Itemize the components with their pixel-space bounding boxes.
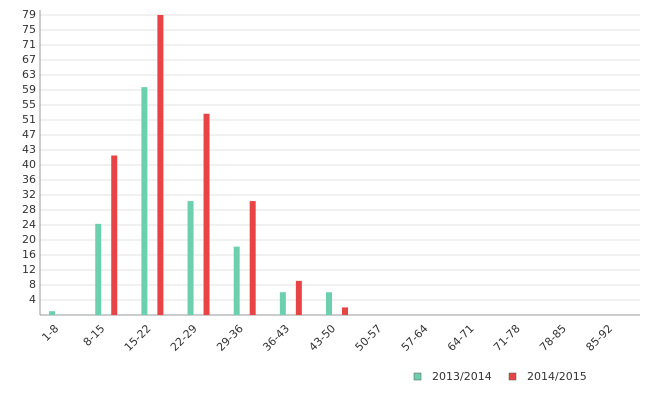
y-tick-label: 55 xyxy=(22,98,36,111)
bar xyxy=(203,113,210,315)
legend-label: 2013/2014 xyxy=(432,370,492,383)
y-tick-label: 67 xyxy=(22,53,36,66)
y-tick-label: 16 xyxy=(22,248,36,261)
bar xyxy=(95,223,102,315)
bar xyxy=(187,201,194,315)
x-tick-label: 71-78 xyxy=(491,322,523,354)
y-tick-label: 59 xyxy=(22,83,36,96)
y-tick-label: 8 xyxy=(29,278,36,291)
legend-swatch xyxy=(413,372,422,381)
y-tick-label: 36 xyxy=(22,173,36,186)
y-tick-label: 28 xyxy=(22,203,36,216)
x-tick-label: 22-29 xyxy=(168,322,200,354)
y-tick-label: 43 xyxy=(22,143,36,156)
x-tick-label: 36-43 xyxy=(260,322,292,354)
bar xyxy=(249,201,256,315)
legend-swatch xyxy=(508,372,517,381)
y-tick-label: 12 xyxy=(22,263,36,276)
y-tick-label: 24 xyxy=(22,218,36,231)
y-tick-label: 79 xyxy=(22,8,36,21)
y-tick-label: 51 xyxy=(22,113,36,126)
x-tick-label: 85-92 xyxy=(583,322,615,354)
y-tick-label: 47 xyxy=(22,128,36,141)
bar xyxy=(157,15,164,315)
y-tick-label: 63 xyxy=(22,68,36,81)
bar xyxy=(141,87,148,315)
bar xyxy=(233,246,240,315)
x-tick-label: 29-36 xyxy=(214,322,246,354)
bar xyxy=(279,292,286,315)
y-tick-label: 32 xyxy=(22,188,36,201)
y-tick-label: 4 xyxy=(29,293,36,306)
x-tick-label: 57-64 xyxy=(399,322,431,354)
x-tick-label: 1-8 xyxy=(39,322,61,344)
bar xyxy=(111,155,118,315)
x-tick-label: 50-57 xyxy=(353,322,385,354)
y-tick-label: 71 xyxy=(22,38,36,51)
bar xyxy=(342,307,348,315)
y-tick-label: 75 xyxy=(22,23,36,36)
y-tick-label: 20 xyxy=(22,233,36,246)
bar xyxy=(326,292,332,315)
x-tick-label: 43-50 xyxy=(306,322,338,354)
x-tick-label: 78-85 xyxy=(537,322,569,354)
legend-label: 2014/2015 xyxy=(527,370,587,383)
bar xyxy=(295,280,302,315)
bar xyxy=(49,311,56,315)
x-tick-label: 64-71 xyxy=(445,322,477,354)
y-tick-label: 40 xyxy=(22,158,36,171)
x-tick-label: 15-22 xyxy=(122,322,154,354)
x-tick-label: 8-15 xyxy=(81,322,108,349)
